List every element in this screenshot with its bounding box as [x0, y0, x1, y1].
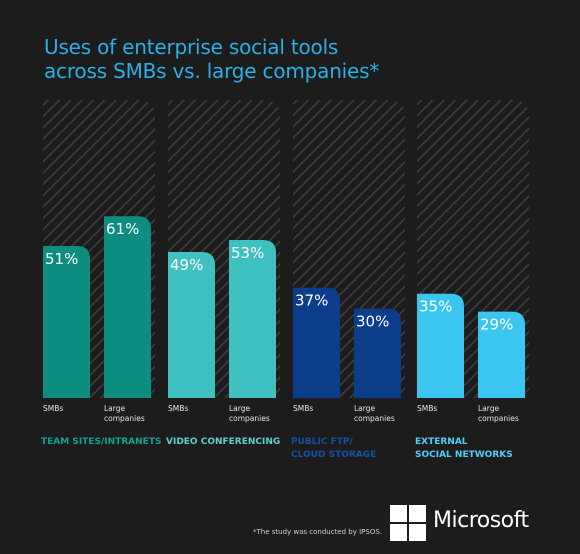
bar — [43, 246, 90, 398]
data-label: 51% — [45, 250, 78, 268]
chart-title-line-1: Uses of enterprise social tools — [44, 35, 339, 59]
tick-label: Large companies — [104, 404, 145, 423]
tick-label: Large companies — [354, 404, 395, 423]
brand-name: Microsoft — [433, 508, 529, 533]
chart-title-line-2: across SMBs vs. large companies* — [44, 59, 380, 83]
data-label: 30% — [356, 313, 389, 331]
data-label: 61% — [106, 220, 139, 238]
tick-label: SMBs — [293, 404, 313, 413]
microsoft-logo-icon — [390, 505, 426, 541]
data-label: 53% — [231, 244, 264, 262]
series-label: VIDEO CONFERENCING — [166, 437, 280, 447]
series-label: TEAM SITES/INTRANETS — [41, 437, 161, 447]
bar — [417, 293, 464, 398]
series-label: PUBLIC FTP/CLOUD STORAGE — [291, 437, 376, 460]
tick-label: SMBs — [168, 404, 188, 413]
footnote: *The study was conducted by IPSOS. — [253, 528, 383, 536]
data-label: 37% — [295, 292, 328, 310]
tick-label: SMBs — [417, 404, 437, 413]
tick-label: Large companies — [229, 404, 270, 423]
bar — [168, 251, 215, 398]
series-label: EXTERNAL SOCIAL NETWORKS — [415, 437, 513, 460]
bar-chart: 51% SMBs 61% Large companies TEAM SITES/INTRA… — [41, 100, 529, 460]
data-label: 49% — [170, 256, 203, 274]
tick-label: SMBs — [43, 404, 63, 413]
plot-area: 51% SMBs 61% Large companies TEAM SITES/INTRA… — [41, 100, 529, 460]
bar — [104, 216, 151, 398]
data-label: 29% — [480, 316, 513, 334]
chart-title: Uses of enterprise social tools across S… — [44, 35, 379, 83]
bar — [293, 287, 340, 398]
bar — [229, 240, 276, 398]
data-label: 35% — [419, 298, 452, 316]
bar — [354, 308, 401, 398]
tick-label: Large companies — [478, 404, 519, 423]
bar — [478, 311, 525, 398]
